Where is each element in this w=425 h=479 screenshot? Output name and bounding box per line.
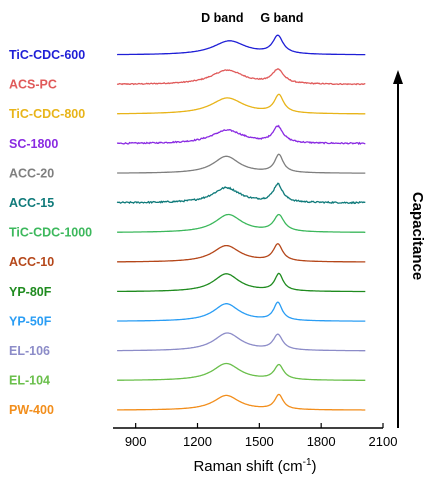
spectrum-yp-50f: [117, 301, 366, 322]
spectrum-yp-80f: [117, 272, 366, 293]
x-tick-label: 900: [125, 434, 147, 449]
series-label-yp-80f: YP-80F: [9, 285, 52, 299]
spectrum-el-106: [117, 332, 366, 352]
series-label-tic-cdc-800: TiC-CDC-800: [9, 107, 85, 121]
x-tick-label: 1200: [183, 434, 212, 449]
series-label-sc-1800: SC-1800: [9, 137, 58, 151]
spectrum-tic-cdc-800: [117, 93, 366, 115]
series-label-tic-cdc-600: TiC-CDC-600: [9, 48, 85, 62]
series-label-el-104: EL-104: [9, 374, 50, 388]
spectrum-acs-pc: [116, 68, 366, 86]
series-label-el-106: EL-106: [9, 344, 50, 358]
spectrum-acc-20: [117, 153, 366, 174]
series-label-acc-15: ACC-15: [9, 196, 54, 210]
x-tick-label: 1500: [245, 434, 274, 449]
spectrum-tic-cdc-1000: [117, 213, 366, 233]
x-axis-title-close: ): [312, 458, 317, 475]
series-label-acs-pc: ACS-PC: [9, 78, 57, 92]
peak-label-g-band: G band: [260, 11, 303, 25]
capacitance-arrow: [393, 70, 403, 428]
spectra-group: [116, 34, 366, 411]
x-tick-label: 1800: [307, 434, 336, 449]
spectrum-tic-cdc-600: [117, 34, 366, 56]
series-label-pw-400: PW-400: [9, 403, 54, 417]
spectrum-el-104: [117, 362, 366, 381]
spectrum-pw-400: [117, 393, 366, 411]
x-axis-title: Raman shift (cm-1): [193, 457, 316, 475]
series-labels: TiC-CDC-600 ACS-PC TiC-CDC-800 SC-1800 ACC-2…: [9, 48, 92, 417]
series-label-tic-cdc-1000: TiC-CDC-1000: [9, 226, 92, 240]
x-tick-label: 2100: [369, 434, 398, 449]
spectrum-sc-1800: [116, 124, 366, 146]
x-axis: 900 1200 1500 1800 2100: [113, 423, 397, 449]
series-label-yp-50f: YP-50F: [9, 314, 52, 328]
spectrum-acc-10: [117, 242, 366, 263]
capacitance-arrow-head: [393, 70, 403, 84]
series-label-acc-10: ACC-10: [9, 255, 54, 269]
series-label-acc-20: ACC-20: [9, 166, 54, 180]
peak-labels: D band G band: [201, 11, 303, 25]
capacitance-label: Capacitance: [409, 192, 425, 280]
x-axis-title-sup: -1: [303, 457, 312, 468]
peak-label-d-band: D band: [201, 11, 243, 25]
spectrum-acc-15: [116, 182, 366, 205]
